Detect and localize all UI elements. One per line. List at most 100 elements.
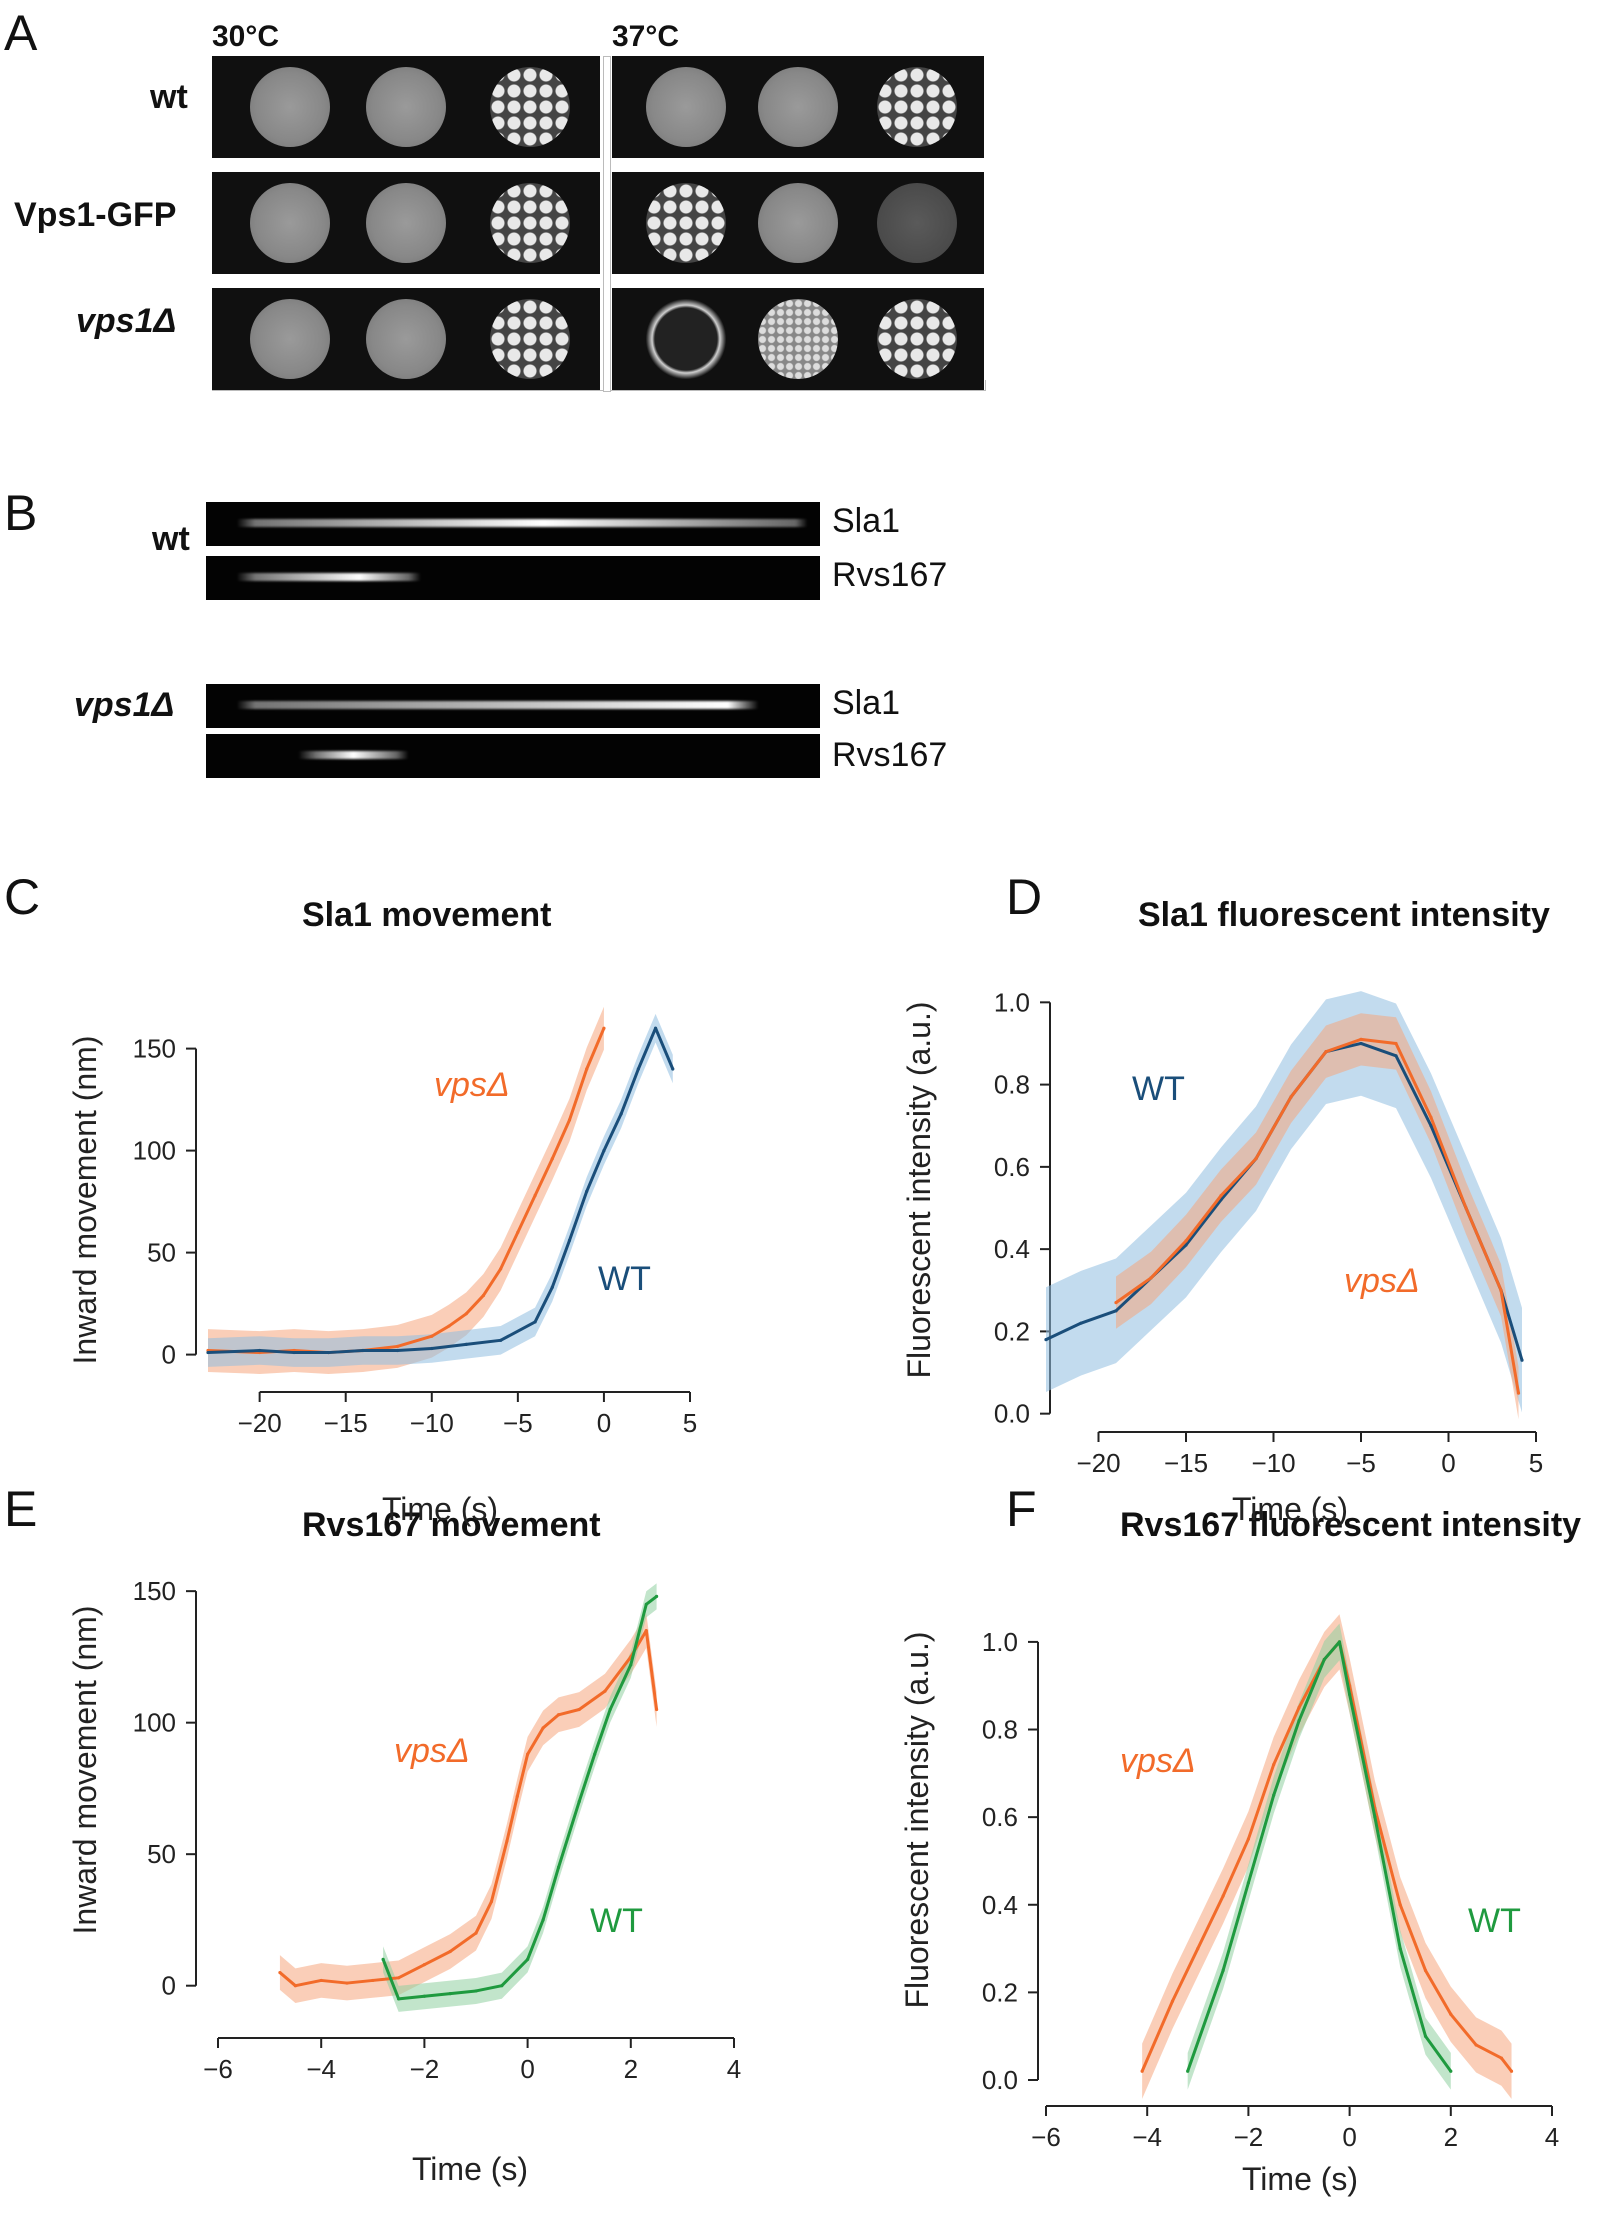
plate-row bbox=[212, 56, 600, 158]
data-point bbox=[541, 1726, 545, 1730]
data-point bbox=[1359, 1041, 1363, 1046]
y-tick-label: 0.4 bbox=[982, 1890, 1018, 1920]
y-tick-label: 0.4 bbox=[994, 1234, 1030, 1264]
chart-c-title: Sla1 movement bbox=[302, 896, 552, 934]
series-annotation-e-wt: WT bbox=[590, 1902, 643, 1940]
data-point bbox=[395, 1348, 399, 1353]
y-axis-label: Inward movement (nm) bbox=[67, 1036, 103, 1365]
data-point bbox=[644, 1602, 648, 1606]
kymograph-signal bbox=[206, 751, 820, 759]
data-point bbox=[526, 1752, 530, 1756]
data-point bbox=[1423, 1968, 1428, 1973]
series-band-b bbox=[1187, 1623, 1451, 2090]
data-point bbox=[655, 1707, 659, 1712]
data-point bbox=[448, 1991, 452, 1996]
data-point bbox=[1516, 1391, 1521, 1395]
data-point bbox=[464, 1312, 468, 1316]
data-point bbox=[1297, 1719, 1301, 1723]
data-point bbox=[1297, 1706, 1301, 1710]
data-point bbox=[422, 1963, 426, 1967]
data-point bbox=[556, 1865, 561, 1869]
data-point bbox=[1449, 2012, 1453, 2016]
plate-separator bbox=[603, 56, 611, 392]
data-point bbox=[1114, 1309, 1118, 1313]
yeast-spot bbox=[250, 183, 330, 263]
x-tick-label: −10 bbox=[1251, 1448, 1295, 1478]
plate-row bbox=[612, 56, 984, 158]
x-tick-label: 4 bbox=[1545, 2122, 1559, 2152]
chart-d: −20 −15 −10 −5 0 5 0.0 0.2 0.4 0.6 0.8 1.0 Time (s) F… bbox=[901, 987, 1543, 1527]
x-tick-label: 0 bbox=[597, 1408, 611, 1438]
data-point bbox=[1186, 2069, 1190, 2073]
data-point bbox=[1398, 1903, 1402, 1907]
data-point bbox=[1140, 2069, 1144, 2073]
y-tick-label: 0.2 bbox=[994, 1316, 1030, 1346]
data-point bbox=[293, 1984, 297, 1988]
data-point bbox=[577, 1799, 581, 1804]
y-tick-label: 150 bbox=[133, 1034, 176, 1064]
yeast-spot bbox=[877, 67, 957, 147]
data-point bbox=[602, 1149, 606, 1153]
x-tick-label: −15 bbox=[324, 1408, 368, 1438]
series-annotation-f-wt: WT bbox=[1468, 1902, 1521, 1940]
data-point bbox=[1520, 1358, 1524, 1362]
data-point bbox=[499, 1267, 503, 1271]
x-tick-label: 5 bbox=[683, 1408, 697, 1438]
data-point bbox=[577, 1707, 581, 1712]
data-point bbox=[397, 1976, 401, 1980]
series-annotation-e-vps: vpsΔ bbox=[394, 1732, 470, 1770]
y-tick-label: 0 bbox=[162, 1340, 176, 1370]
data-point bbox=[593, 1752, 597, 1756]
data-point bbox=[1079, 1321, 1083, 1325]
x-tick-label: −2 bbox=[1234, 2122, 1264, 2152]
kymo-label-vps-rvs167: Rvs167 bbox=[832, 736, 948, 774]
y-tick-label: 0.0 bbox=[982, 2065, 1018, 2095]
data-point bbox=[206, 1350, 210, 1355]
data-point bbox=[1348, 1692, 1352, 1697]
kymo-strain-vps1-delta: vps1Δ bbox=[74, 686, 175, 724]
data-point bbox=[505, 1839, 509, 1843]
series-line-a bbox=[278, 1629, 659, 1988]
plate-row bbox=[212, 172, 600, 274]
data-point bbox=[1289, 1095, 1293, 1099]
data-point bbox=[1509, 2069, 1514, 2073]
x-tick-label: 0 bbox=[1342, 2122, 1356, 2152]
strain-label-vps1-delta: vps1Δ bbox=[76, 302, 177, 340]
data-point bbox=[1272, 1793, 1276, 1797]
yeast-spot bbox=[490, 183, 570, 263]
x-tick-label: 2 bbox=[1444, 2122, 1458, 2152]
data-point bbox=[500, 1984, 504, 1988]
series-line-b bbox=[207, 1026, 675, 1355]
yeast-spot bbox=[366, 299, 446, 379]
x-tick-label: 4 bbox=[727, 2054, 741, 2084]
y-tick-label: 100 bbox=[133, 1708, 176, 1738]
panel-label-a: A bbox=[4, 5, 38, 61]
y-tick-label: 1.0 bbox=[982, 1627, 1018, 1657]
data-point bbox=[1474, 2043, 1478, 2047]
data-point bbox=[422, 1994, 426, 1998]
y-tick-label: 0.0 bbox=[994, 1399, 1030, 1429]
x-tick-label: −5 bbox=[503, 1408, 533, 1438]
data-point bbox=[474, 1931, 478, 1935]
data-point bbox=[1184, 1239, 1188, 1243]
series-annotation-f-vps: vpsΔ bbox=[1120, 1742, 1196, 1780]
y-tick-label: 50 bbox=[147, 1238, 176, 1268]
data-point bbox=[567, 1238, 572, 1242]
data-point bbox=[1044, 1338, 1048, 1342]
data-point bbox=[1394, 1054, 1398, 1058]
y-tick-label: 1.0 bbox=[994, 987, 1030, 1017]
data-point bbox=[619, 1112, 623, 1116]
yeast-spot bbox=[758, 67, 838, 147]
data-point bbox=[395, 1344, 399, 1349]
data-point bbox=[1184, 1243, 1188, 1247]
x-axis-label: Time (s) bbox=[1242, 2161, 1358, 2197]
kymograph-strip bbox=[206, 556, 820, 600]
y-tick-label: 0.8 bbox=[994, 1070, 1030, 1100]
data-point bbox=[1246, 1837, 1250, 1841]
y-tick-label: 50 bbox=[147, 1839, 176, 1869]
kymograph-signal bbox=[206, 519, 820, 527]
data-point bbox=[292, 1350, 296, 1355]
chart-f-title: Rvs167 fluorescent intensity bbox=[1120, 1506, 1582, 1544]
data-point bbox=[608, 1707, 612, 1712]
